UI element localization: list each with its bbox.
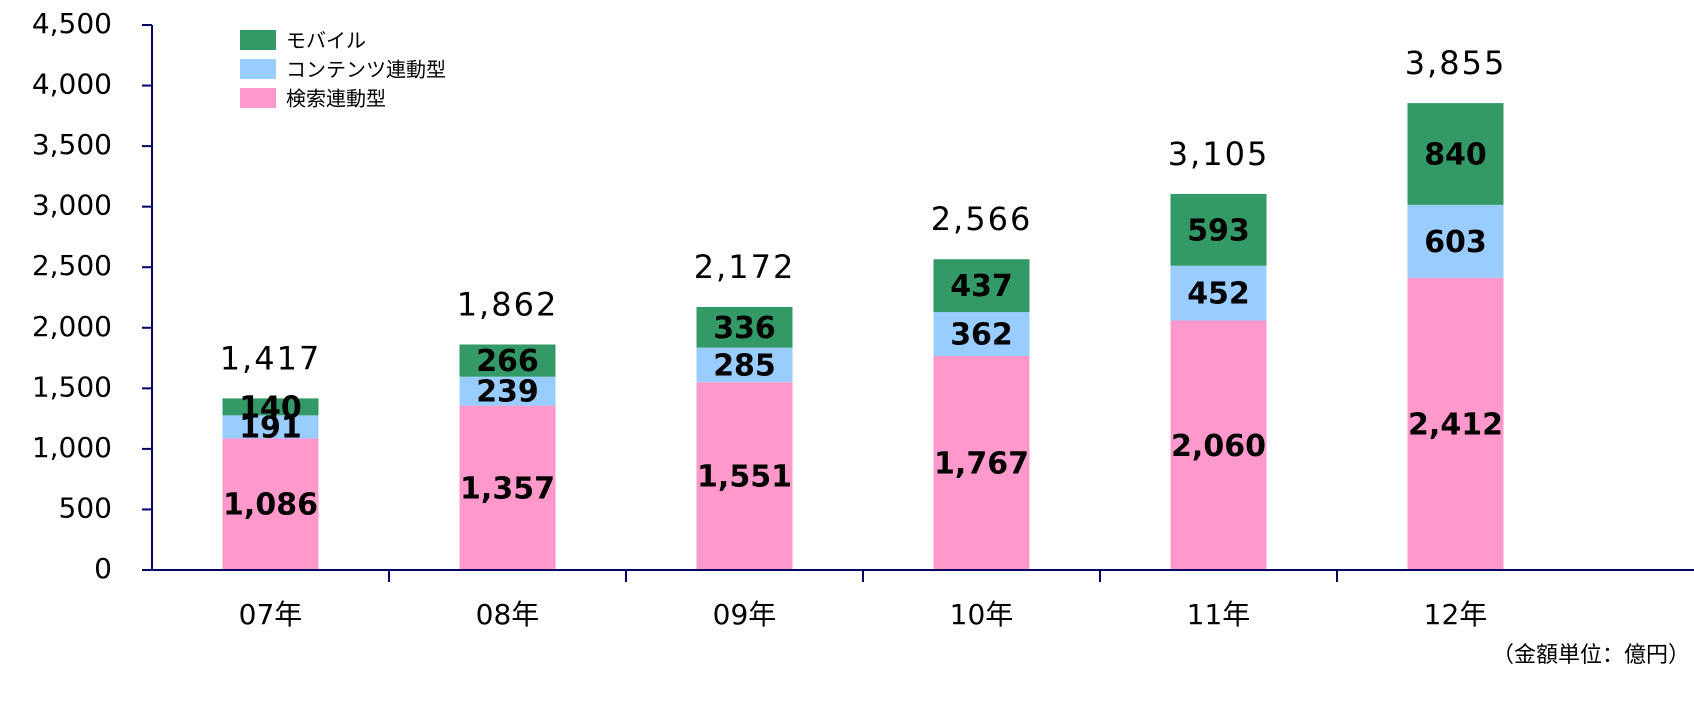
y-tick-label: 4,000 <box>32 68 112 101</box>
bar-segment <box>222 415 319 439</box>
value-label: 603 <box>1424 225 1487 260</box>
total-label: 3,105 <box>1168 135 1270 173</box>
y-tick-label: 3,000 <box>32 189 112 222</box>
value-label: 2,412 <box>1408 407 1503 442</box>
bar-segment <box>459 376 556 406</box>
value-label: 191 <box>239 410 302 445</box>
bar-segment <box>1407 277 1504 570</box>
value-label: 336 <box>713 311 776 346</box>
y-tick-label: 2,500 <box>32 249 112 282</box>
bar-segment <box>933 355 1030 570</box>
bar-segment <box>933 259 1030 313</box>
x-tick-label: 09年 <box>713 598 777 631</box>
value-label: 266 <box>476 344 539 379</box>
bar-segment <box>696 382 793 570</box>
bar-segment <box>1170 193 1267 266</box>
value-label: 593 <box>1187 213 1250 248</box>
total-label: 1,862 <box>457 285 559 323</box>
value-label: 437 <box>950 269 1013 304</box>
bar-segment <box>933 312 1030 356</box>
bar-segment <box>459 405 556 570</box>
legend-label: モバイル <box>286 29 366 53</box>
value-label: 1,357 <box>460 471 555 506</box>
value-label: 1,551 <box>697 460 792 495</box>
value-label: 140 <box>239 390 302 425</box>
y-tick-label: 1,500 <box>32 370 112 403</box>
bar-segment <box>696 306 793 348</box>
x-tick-label: 07年 <box>239 598 303 631</box>
total-label: 3,855 <box>1405 44 1507 82</box>
y-tick-label: 4,500 <box>32 7 112 40</box>
unit-note: （金額単位：億円） <box>1492 643 1690 668</box>
bar-segment <box>1407 204 1504 278</box>
legend-swatch <box>240 59 276 79</box>
x-tick-label: 08年 <box>476 598 540 631</box>
value-label: 840 <box>1424 137 1487 172</box>
x-tick-label: 10年 <box>950 598 1014 631</box>
bar-segment <box>1170 320 1267 570</box>
y-tick-label: 0 <box>94 552 112 585</box>
value-label: 452 <box>1187 277 1250 312</box>
bar-segment <box>222 438 319 570</box>
bar-segment <box>696 347 793 383</box>
x-tick-label: 11年 <box>1187 598 1251 631</box>
y-tick-label: 1,000 <box>32 431 112 464</box>
legend-label: コンテンツ連動型 <box>286 58 446 82</box>
bar-segment <box>1170 265 1267 321</box>
bar-segment <box>1407 103 1504 205</box>
value-label: 285 <box>713 348 776 383</box>
y-tick-label: 3,500 <box>32 128 112 161</box>
value-label: 362 <box>950 318 1013 353</box>
bar-segment <box>459 344 556 377</box>
y-tick-label: 2,000 <box>32 310 112 343</box>
bar-segment <box>222 398 319 416</box>
value-label: 1,767 <box>934 446 1029 481</box>
total-label: 1,417 <box>220 339 322 377</box>
total-label: 2,172 <box>694 248 796 286</box>
total-label: 2,566 <box>931 200 1033 238</box>
value-label: 239 <box>476 375 539 410</box>
value-label: 2,060 <box>1171 429 1266 464</box>
y-tick-label: 500 <box>59 491 112 524</box>
legend-label: 検索連動型 <box>286 87 386 111</box>
legend-swatch <box>240 30 276 50</box>
legend-swatch <box>240 88 276 108</box>
value-label: 1,086 <box>223 488 318 523</box>
x-tick-label: 12年 <box>1424 598 1488 631</box>
